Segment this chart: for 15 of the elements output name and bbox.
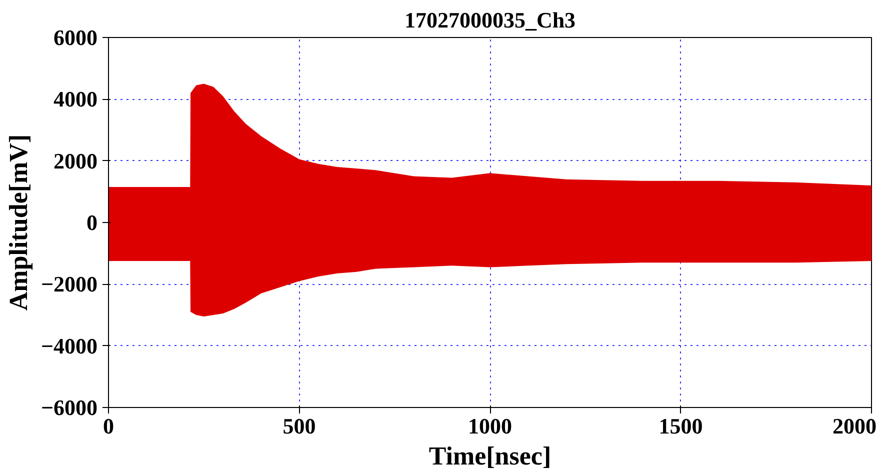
chart-title: 17027000035_Ch3 [404, 8, 576, 32]
y-tick-label: 6000 [54, 25, 98, 50]
x-axis-title: Time[nsec] [428, 442, 552, 470]
y-tick-label: 2000 [54, 148, 98, 174]
x-tick-label: 1500 [658, 414, 703, 438]
y-tick-label: −2000 [40, 272, 98, 297]
x-tick-label: 2000 [832, 414, 876, 438]
y-tick-label: 4000 [54, 86, 98, 112]
y-tick-label: −6000 [40, 395, 98, 420]
x-tick-label: 1000 [468, 414, 512, 438]
y-axis-title: Amplitude[mV] [4, 134, 33, 311]
x-tick-label: 500 [282, 414, 316, 438]
y-tick-label: 0 [86, 210, 98, 235]
y-tick-label: −4000 [40, 333, 98, 358]
x-tick-label: 0 [103, 414, 114, 438]
